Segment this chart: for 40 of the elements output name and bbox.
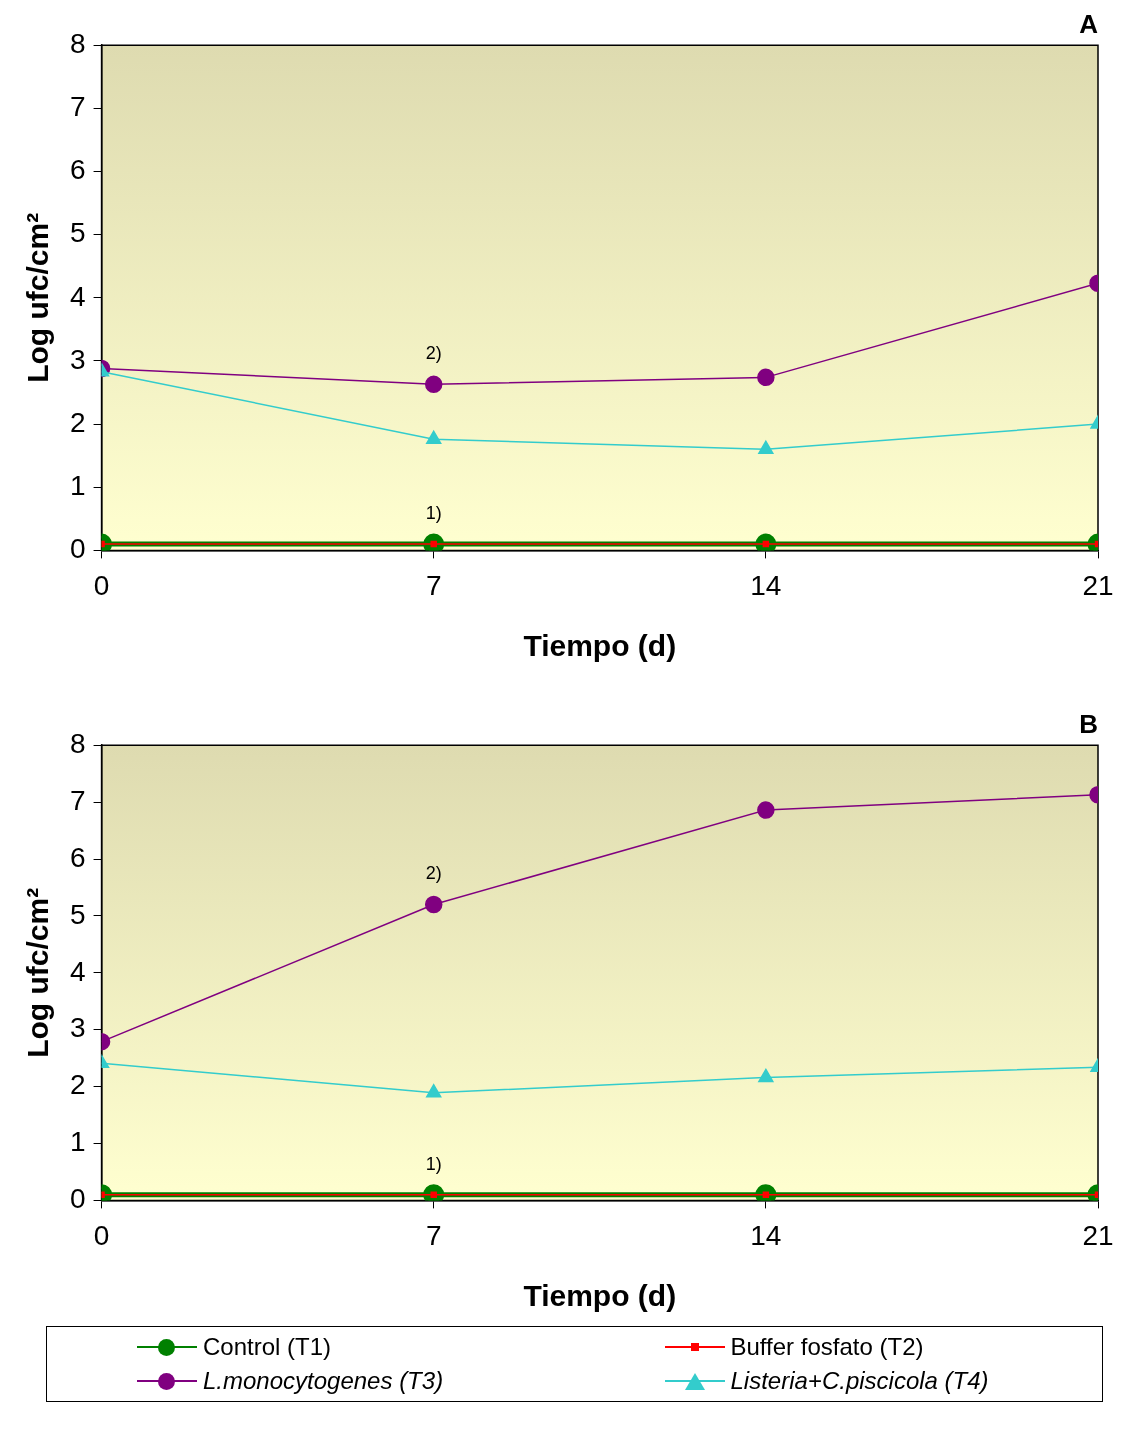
annotation: 1) bbox=[425, 503, 442, 524]
y-tick-label: 0 bbox=[69, 533, 86, 565]
legend-label: Listeria+C.piscicola (T4) bbox=[730, 1367, 989, 1395]
y-tick-label: 8 bbox=[69, 27, 86, 59]
y-tick-label: 6 bbox=[69, 841, 86, 873]
y-tick-label: 5 bbox=[69, 898, 86, 930]
legend-label: Buffer fosfato (T2) bbox=[730, 1333, 924, 1361]
x-tick-label: 7 bbox=[425, 569, 442, 601]
y-tick-label: 1 bbox=[69, 1126, 86, 1158]
legend-label: Control (T1) bbox=[203, 1333, 332, 1361]
y-tick-label: 8 bbox=[69, 727, 86, 759]
y-axis-title: Log ufc/cm² bbox=[21, 212, 55, 383]
chart-title: B bbox=[1079, 708, 1098, 739]
y-tick-label: 5 bbox=[69, 217, 86, 249]
y-tick-label: 4 bbox=[69, 955, 86, 987]
x-tick-label: 14 bbox=[750, 569, 782, 601]
x-tick-label: 21 bbox=[1082, 1219, 1114, 1251]
y-tick-label: 7 bbox=[69, 784, 86, 816]
x-axis-title: Tiempo (d) bbox=[523, 629, 677, 663]
x-tick-label: 14 bbox=[750, 1219, 782, 1251]
y-tick-label: 4 bbox=[69, 280, 86, 312]
chart-title: A bbox=[1079, 8, 1099, 39]
x-tick-label: 0 bbox=[93, 569, 110, 601]
x-axis-title: Tiempo (d) bbox=[523, 1279, 677, 1313]
legend-label: L.monocytogenes (T3) bbox=[203, 1367, 444, 1395]
y-tick-label: 1 bbox=[69, 469, 86, 501]
annotation: 1) bbox=[425, 1153, 442, 1174]
y-tick-label: 7 bbox=[69, 91, 86, 123]
y-tick-label: 3 bbox=[69, 343, 86, 375]
y-tick-label: 2 bbox=[69, 406, 86, 438]
y-axis-title: Log ufc/cm² bbox=[21, 887, 55, 1058]
x-tick-label: 0 bbox=[93, 1219, 110, 1251]
x-tick-label: 21 bbox=[1082, 569, 1114, 601]
annotation: 2) bbox=[425, 863, 442, 884]
y-tick-label: 0 bbox=[69, 1183, 86, 1215]
y-tick-label: 2 bbox=[69, 1069, 86, 1101]
x-tick-label: 7 bbox=[425, 1219, 442, 1251]
y-tick-label: 6 bbox=[69, 154, 86, 186]
annotation: 2) bbox=[425, 343, 442, 364]
y-tick-label: 3 bbox=[69, 1012, 86, 1044]
